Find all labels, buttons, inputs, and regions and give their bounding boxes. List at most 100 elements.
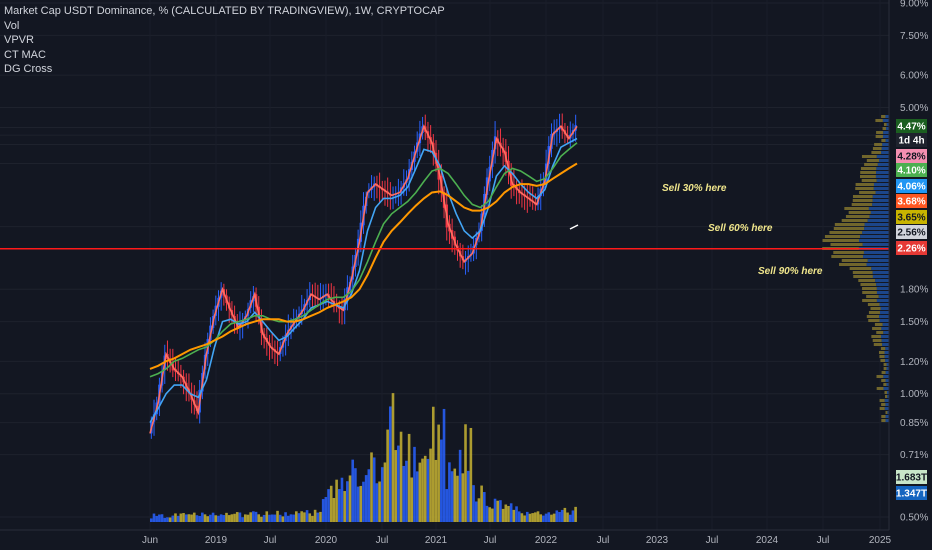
profile-bar bbox=[862, 291, 877, 294]
y-tick-label: 9.00% bbox=[900, 0, 928, 10]
indicator-vpvr[interactable]: VPVR bbox=[4, 34, 34, 46]
volume-bar bbox=[217, 515, 220, 522]
profile-bar bbox=[884, 355, 889, 358]
profile-bar bbox=[868, 319, 880, 322]
volume-bar bbox=[367, 469, 371, 522]
svg-text:1.347T: 1.347T bbox=[896, 489, 927, 500]
volume-bar bbox=[536, 511, 540, 522]
profile-bar bbox=[862, 299, 877, 302]
svg-text:1d 4h: 1d 4h bbox=[898, 136, 924, 147]
price-axis[interactable]: 0.50% 0.71% 0.85% 1.00% 1.20% 1.50% 1.80% 5.00%… bbox=[900, 0, 928, 524]
volume-bar bbox=[166, 517, 169, 522]
profile-bar bbox=[831, 255, 864, 258]
volume-bar bbox=[284, 512, 287, 522]
volume-bar bbox=[528, 513, 532, 522]
x-tick-label: Jul bbox=[376, 535, 389, 546]
volume-bar bbox=[262, 514, 266, 522]
profile-bar bbox=[874, 143, 883, 146]
profile-bar bbox=[882, 143, 889, 146]
svg-text:3.68%: 3.68% bbox=[897, 197, 925, 208]
volume-bar bbox=[329, 485, 333, 522]
profile-bar bbox=[879, 319, 889, 322]
profile-bar bbox=[860, 283, 877, 286]
profile-bar bbox=[845, 215, 870, 218]
volume-bar bbox=[346, 481, 349, 522]
chart-title[interactable]: Market Cap USDT Dominance, % (CALCULATED… bbox=[4, 5, 445, 17]
price-badges: 4.47% 1d 4h 4.28% 4.10% 4.06% 3.68% 3.65% 2.56%… bbox=[896, 119, 927, 500]
volume-bar bbox=[450, 471, 454, 522]
profile-bar bbox=[871, 335, 882, 338]
profile-bar bbox=[887, 411, 889, 414]
volume-bar bbox=[421, 458, 424, 522]
volume-bar bbox=[464, 424, 467, 522]
profile-bar bbox=[872, 275, 889, 278]
volume-bar bbox=[437, 424, 440, 522]
profile-bar bbox=[872, 195, 889, 198]
moving-average-line bbox=[149, 137, 578, 424]
volume-bar bbox=[440, 439, 443, 522]
volume-bar bbox=[523, 515, 526, 522]
profile-bar bbox=[881, 139, 886, 142]
profile-bar bbox=[876, 331, 884, 334]
profile-bar bbox=[878, 351, 885, 354]
volume-bar bbox=[206, 516, 209, 522]
y-tick-label: 7.50% bbox=[900, 31, 928, 42]
volume-bar bbox=[176, 515, 180, 522]
profile-bar bbox=[859, 239, 889, 242]
profile-bar bbox=[883, 363, 887, 366]
volume-bar bbox=[238, 512, 242, 522]
profile-bar bbox=[863, 251, 889, 254]
volume-bar bbox=[270, 514, 274, 522]
profile-bar bbox=[885, 395, 888, 398]
volume-bar bbox=[496, 500, 500, 522]
time-axis[interactable]: Jun 2019 Jul 2020 Jul 2021 Jul 2022 Jul 2023 Jul 20… bbox=[142, 535, 892, 546]
volume-bar bbox=[448, 462, 451, 522]
volume-bar bbox=[225, 512, 228, 522]
volume-bar bbox=[389, 406, 392, 522]
volume-bar bbox=[254, 511, 258, 522]
svg-text:4.28%: 4.28% bbox=[897, 152, 925, 163]
volume-bar bbox=[458, 449, 462, 522]
indicator-ct-mac[interactable]: CT MAC bbox=[4, 48, 46, 61]
volume-bar bbox=[429, 448, 432, 522]
volume-bar bbox=[163, 517, 167, 522]
volume-bar bbox=[534, 512, 537, 522]
volume-bar bbox=[184, 514, 188, 522]
volume-bar bbox=[243, 514, 247, 522]
indicator-vol[interactable]: Vol bbox=[4, 19, 20, 32]
profile-bar bbox=[868, 207, 889, 210]
profile-bar bbox=[881, 415, 886, 418]
indicator-dg-cross[interactable]: DG Cross bbox=[4, 63, 53, 75]
profile-bar bbox=[876, 375, 884, 378]
volume-bar bbox=[158, 514, 161, 522]
y-tick-label: 1.80% bbox=[900, 285, 928, 296]
volume-bar bbox=[265, 511, 269, 522]
y-tick-label: 5.00% bbox=[900, 103, 928, 114]
profile-bar bbox=[862, 243, 889, 246]
profile-bar bbox=[858, 279, 876, 282]
profile-bar bbox=[872, 271, 889, 274]
volume-bar bbox=[563, 507, 567, 522]
volume-bar bbox=[150, 518, 153, 522]
profile-bar bbox=[844, 207, 869, 210]
volume-bar bbox=[394, 450, 397, 522]
x-tick-label: 2019 bbox=[205, 535, 228, 546]
volume-bar bbox=[507, 506, 510, 522]
annotation-sell-90[interactable]: Sell 90% here bbox=[758, 266, 823, 277]
annotation-sell-30[interactable]: Sell 30% here bbox=[662, 183, 727, 194]
volume-bar bbox=[324, 497, 328, 522]
chart-legend: Market Cap USDT Dominance, % (CALCULATED… bbox=[4, 4, 445, 77]
volume-bar bbox=[257, 514, 261, 522]
annotation-sell-60[interactable]: Sell 60% here bbox=[708, 223, 773, 234]
volume-bar bbox=[491, 508, 494, 522]
x-tick-label: Jul bbox=[264, 535, 277, 546]
x-tick-label: 2021 bbox=[425, 535, 448, 546]
profile-bar bbox=[881, 115, 886, 118]
volume-badge: 1.347T bbox=[896, 486, 927, 500]
profile-bar bbox=[863, 255, 889, 258]
profile-bar bbox=[851, 203, 873, 206]
volume-bar bbox=[201, 512, 204, 522]
profile-bar bbox=[866, 263, 889, 266]
profile-bar bbox=[881, 151, 889, 154]
